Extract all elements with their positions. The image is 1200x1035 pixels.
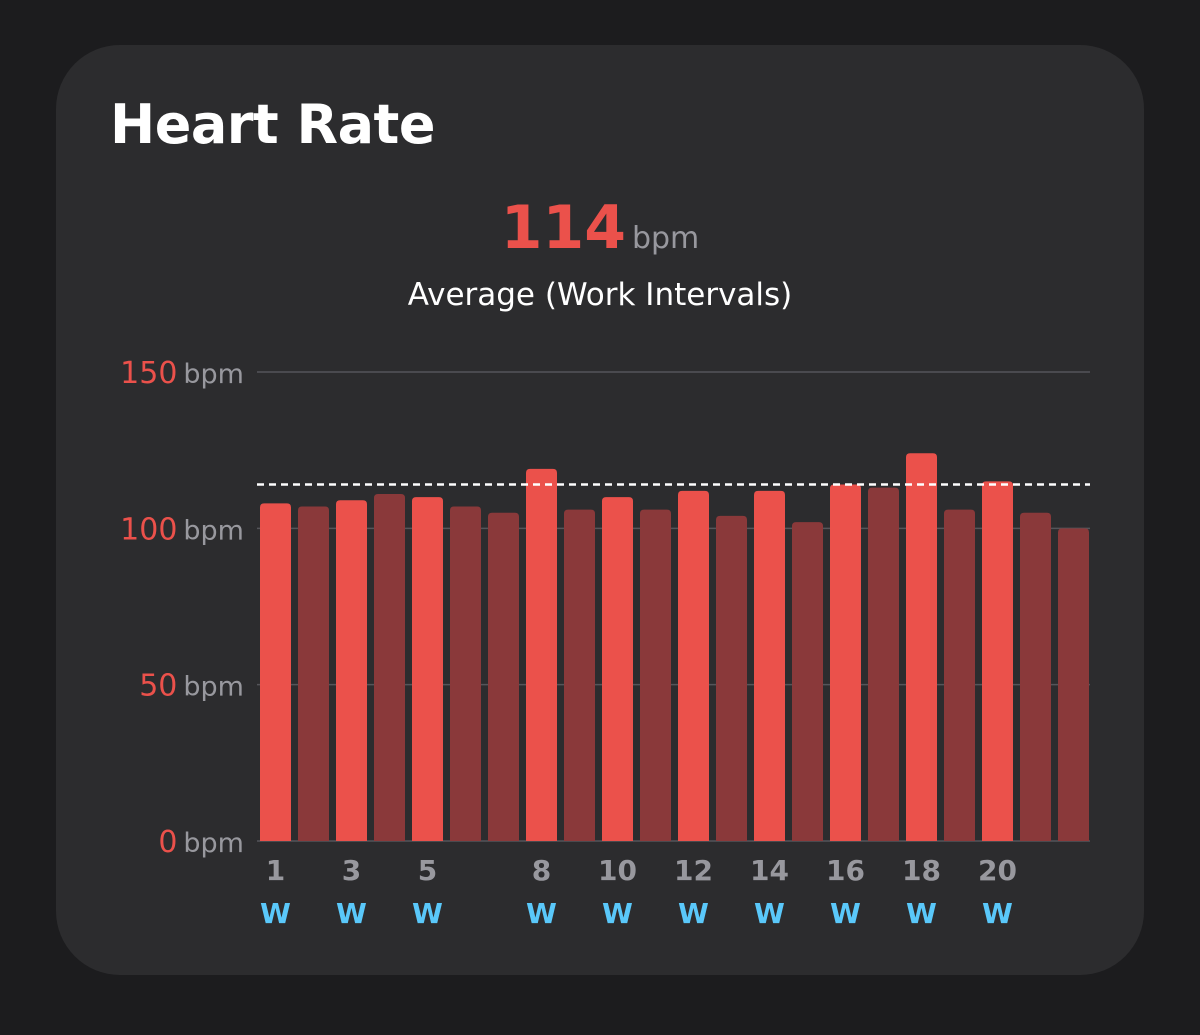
work-bar <box>526 468 557 841</box>
rest-bar <box>488 512 519 841</box>
work-marker: W <box>754 897 785 930</box>
work-bar <box>602 497 633 841</box>
y-tick-value: 0 <box>158 825 177 860</box>
x-tick-label: 3 <box>342 854 361 887</box>
work-marker: W <box>526 897 557 930</box>
work-bar <box>678 490 709 841</box>
rest-bar <box>868 487 899 841</box>
work-bar <box>412 497 443 841</box>
y-tick-unit: bpm <box>183 515 244 546</box>
y-tick-unit: bpm <box>183 672 244 703</box>
work-bar <box>906 453 937 841</box>
work-bar <box>260 503 291 841</box>
x-tick-label: 12 <box>674 854 713 887</box>
average-summary: 114 bpm <box>56 193 1144 263</box>
rest-bar <box>1058 528 1089 841</box>
work-marker: W <box>412 897 443 930</box>
y-tick-label: 150 bpm <box>120 356 244 391</box>
average-unit: bpm <box>631 221 700 256</box>
y-tick-label: 100 bpm <box>120 512 244 547</box>
work-marker: W <box>982 897 1013 930</box>
card-title: Heart Rate <box>110 93 435 156</box>
rest-bar <box>374 493 405 841</box>
y-tick-value: 50 <box>139 669 177 704</box>
x-tick-label: 8 <box>532 854 551 887</box>
rest-bar <box>1020 512 1051 841</box>
x-tick-label: 14 <box>750 854 789 887</box>
x-tick-label: 5 <box>418 854 437 887</box>
work-marker: W <box>336 897 367 930</box>
y-tick-value: 100 <box>120 512 177 547</box>
work-marker: W <box>906 897 937 930</box>
rest-bar <box>792 522 823 841</box>
work-marker: W <box>830 897 861 930</box>
x-tick-label: 10 <box>598 854 637 887</box>
rest-bar <box>716 515 747 841</box>
work-bar <box>754 490 785 841</box>
y-tick-label: 0 bpm <box>158 825 244 860</box>
rest-bar <box>298 506 329 841</box>
x-tick-label: 20 <box>978 854 1017 887</box>
y-tick-label: 50 bpm <box>139 669 244 704</box>
work-marker: W <box>260 897 291 930</box>
average-caption: Average (Work Intervals) <box>407 277 793 313</box>
rest-bar <box>450 506 481 841</box>
rest-bar <box>564 509 595 841</box>
work-bar <box>336 500 367 841</box>
x-tick-label: 16 <box>826 854 865 887</box>
y-tick-unit: bpm <box>183 828 244 859</box>
work-bar <box>830 484 861 841</box>
work-marker: W <box>602 897 633 930</box>
work-marker: W <box>678 897 709 930</box>
rest-bar <box>640 509 671 841</box>
y-tick-unit: bpm <box>183 359 244 390</box>
x-tick-label: 1 <box>266 854 285 887</box>
work-bar <box>982 481 1013 841</box>
y-tick-value: 150 <box>120 356 177 391</box>
x-tick-label: 18 <box>902 854 941 887</box>
rest-bar <box>944 509 975 841</box>
average-value: 114 <box>500 193 626 263</box>
